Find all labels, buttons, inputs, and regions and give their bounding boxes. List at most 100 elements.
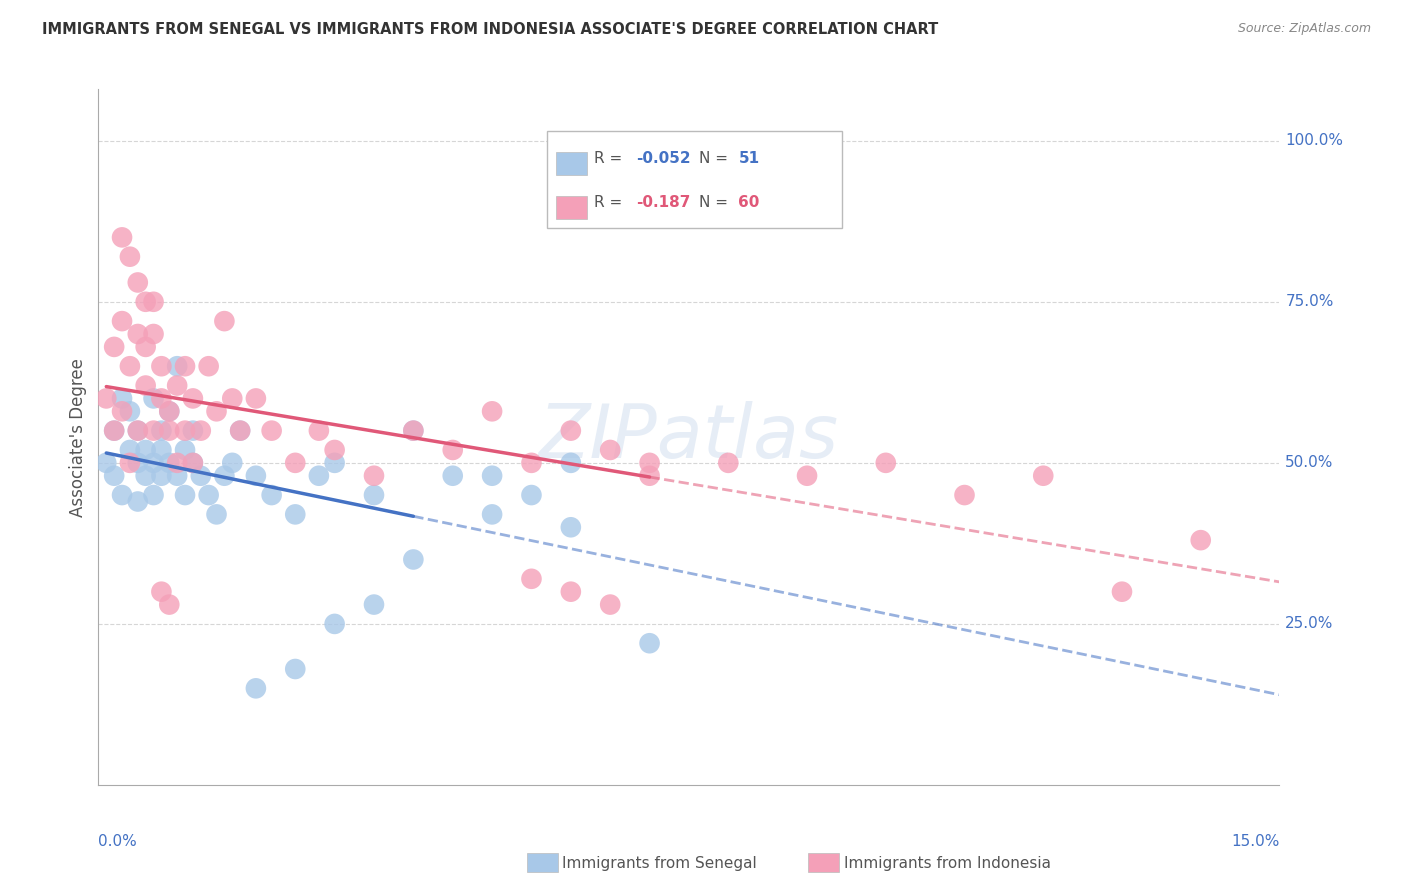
Text: -0.052: -0.052 bbox=[636, 151, 690, 166]
Point bbox=[205, 508, 228, 522]
Text: Source: ZipAtlas.com: Source: ZipAtlas.com bbox=[1237, 22, 1371, 36]
Point bbox=[796, 468, 818, 483]
Point bbox=[150, 424, 173, 438]
Point bbox=[174, 359, 197, 374]
Text: R =: R = bbox=[593, 151, 627, 166]
Point bbox=[166, 378, 188, 392]
Text: -0.187: -0.187 bbox=[636, 194, 690, 210]
Point bbox=[135, 468, 157, 483]
Point bbox=[284, 456, 307, 470]
Point bbox=[520, 488, 543, 502]
Point bbox=[260, 424, 283, 438]
Point bbox=[402, 552, 425, 566]
Text: N =: N = bbox=[699, 151, 733, 166]
Point bbox=[560, 520, 582, 534]
Point bbox=[308, 468, 330, 483]
Point bbox=[441, 442, 464, 457]
Point bbox=[157, 456, 180, 470]
Point bbox=[111, 314, 134, 328]
Point bbox=[875, 456, 897, 470]
Point bbox=[103, 424, 125, 438]
Point bbox=[142, 326, 165, 341]
Point bbox=[717, 456, 740, 470]
Text: N =: N = bbox=[699, 194, 733, 210]
Text: 60: 60 bbox=[738, 194, 759, 210]
Point bbox=[284, 508, 307, 522]
Point bbox=[157, 404, 180, 418]
Text: 51: 51 bbox=[738, 151, 759, 166]
Point bbox=[323, 456, 346, 470]
Point bbox=[481, 508, 503, 522]
Point bbox=[214, 468, 236, 483]
Point bbox=[229, 424, 252, 438]
Point bbox=[142, 392, 165, 406]
Point bbox=[127, 276, 149, 290]
Point bbox=[181, 392, 204, 406]
Point bbox=[135, 294, 157, 309]
Point bbox=[127, 424, 149, 438]
Point bbox=[245, 468, 267, 483]
Point bbox=[96, 392, 118, 406]
Text: IMMIGRANTS FROM SENEGAL VS IMMIGRANTS FROM INDONESIA ASSOCIATE'S DEGREE CORRELAT: IMMIGRANTS FROM SENEGAL VS IMMIGRANTS FR… bbox=[42, 22, 938, 37]
Point bbox=[166, 359, 188, 374]
Point bbox=[190, 468, 212, 483]
Point bbox=[323, 616, 346, 631]
Y-axis label: Associate's Degree: Associate's Degree bbox=[69, 358, 87, 516]
Point bbox=[402, 424, 425, 438]
Point bbox=[441, 468, 464, 483]
Text: R =: R = bbox=[593, 194, 631, 210]
Point bbox=[363, 488, 385, 502]
Point bbox=[118, 456, 141, 470]
Point bbox=[481, 404, 503, 418]
Point bbox=[1032, 468, 1054, 483]
Text: 75.0%: 75.0% bbox=[1285, 294, 1334, 310]
Point bbox=[181, 456, 204, 470]
Point bbox=[111, 488, 134, 502]
Point bbox=[174, 442, 197, 457]
Point bbox=[118, 359, 141, 374]
Point bbox=[142, 456, 165, 470]
Point bbox=[481, 468, 503, 483]
Point bbox=[363, 468, 385, 483]
Point bbox=[190, 424, 212, 438]
Point bbox=[166, 468, 188, 483]
Point bbox=[245, 681, 267, 696]
Text: ZIPatlas: ZIPatlas bbox=[538, 401, 839, 473]
Text: 15.0%: 15.0% bbox=[1232, 834, 1279, 848]
Point bbox=[1111, 584, 1133, 599]
Point bbox=[284, 662, 307, 676]
Point bbox=[103, 424, 125, 438]
Point bbox=[135, 340, 157, 354]
Point bbox=[103, 340, 125, 354]
Point bbox=[245, 392, 267, 406]
Point bbox=[150, 468, 173, 483]
Point bbox=[135, 378, 157, 392]
Point bbox=[118, 250, 141, 264]
Point bbox=[599, 598, 621, 612]
Point bbox=[157, 404, 180, 418]
Point bbox=[205, 404, 228, 418]
Point bbox=[363, 598, 385, 612]
Text: 100.0%: 100.0% bbox=[1285, 133, 1343, 148]
Point bbox=[260, 488, 283, 502]
Point bbox=[135, 442, 157, 457]
Point bbox=[127, 326, 149, 341]
Point bbox=[181, 456, 204, 470]
Point bbox=[520, 456, 543, 470]
Point bbox=[118, 442, 141, 457]
Point bbox=[560, 424, 582, 438]
Text: 0.0%: 0.0% bbox=[98, 834, 138, 848]
Point bbox=[174, 424, 197, 438]
Text: 50.0%: 50.0% bbox=[1285, 455, 1334, 470]
Point bbox=[402, 424, 425, 438]
Point bbox=[560, 584, 582, 599]
Point bbox=[111, 404, 134, 418]
Text: Immigrants from Senegal: Immigrants from Senegal bbox=[562, 856, 758, 871]
Point bbox=[157, 598, 180, 612]
Point bbox=[181, 424, 204, 438]
Point bbox=[197, 359, 219, 374]
Point bbox=[197, 488, 219, 502]
Point bbox=[174, 488, 197, 502]
Point bbox=[142, 424, 165, 438]
Point bbox=[150, 584, 173, 599]
